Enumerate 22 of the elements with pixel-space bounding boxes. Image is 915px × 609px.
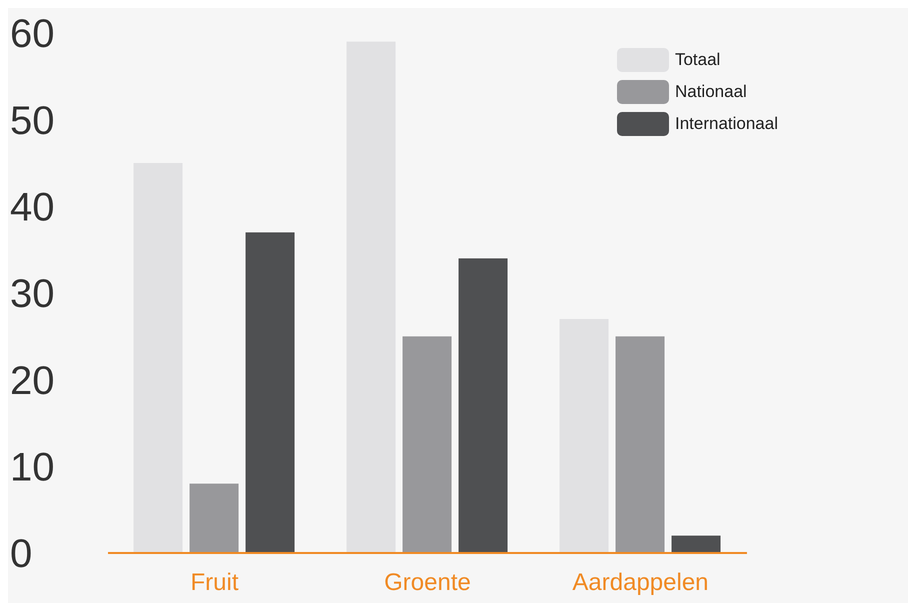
y-tick-label: 50 [10, 98, 54, 143]
bar [134, 163, 183, 553]
x-tick-label: Aardappelen [572, 569, 709, 596]
y-tick-label: 0 [10, 532, 32, 576]
y-tick-label: 20 [10, 358, 54, 403]
bar [346, 42, 396, 553]
x-tick-label: Groente [384, 569, 471, 596]
x-tick-label: Fruit [190, 569, 239, 596]
bar [402, 336, 452, 553]
legend-label: Internationaal [674, 113, 778, 135]
y-tick-label: 30 [10, 272, 54, 316]
y-tick-label: 10 [10, 446, 54, 490]
bar [190, 484, 239, 553]
bar [246, 232, 295, 553]
bar [560, 319, 609, 553]
y-tick-label: 60 [10, 12, 54, 56]
legend-label: Totaal [674, 49, 722, 71]
legend-label: Nationaal [674, 81, 748, 103]
y-tick-label: 40 [10, 186, 54, 230]
bar [458, 258, 508, 553]
bar [616, 336, 665, 553]
bar [672, 536, 721, 553]
